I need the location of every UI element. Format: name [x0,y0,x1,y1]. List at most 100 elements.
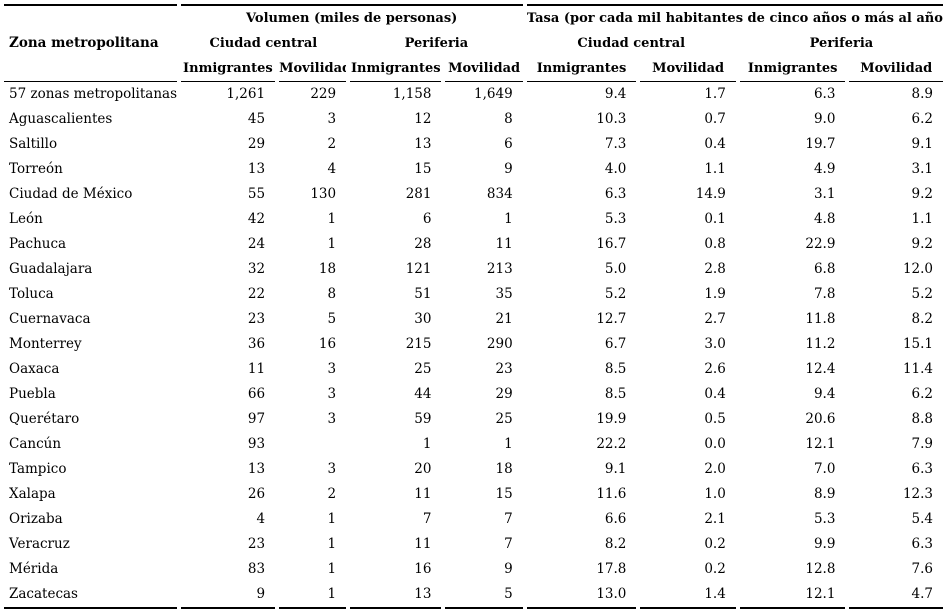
table-row: Pachuca 24 1 28 11 16.7 0.8 22.9 9.2 [4,232,943,257]
value-cell: 9.2 [911,186,933,202]
value-cell: 42 [247,211,266,227]
value-cell: 6 [504,136,513,152]
value-cell: 8.2 [604,536,627,552]
zona-name-cell: Monterrey [9,336,82,352]
zona-name-cell: Oaxaca [9,361,60,377]
zona-name-cell: Cuernavaca [9,311,91,327]
value-cell: 6.7 [604,336,627,352]
value-cell: 1 [327,211,337,227]
value-cell: 23 [247,536,266,552]
table-row: Torreón 13 4 15 9 4.0 1.1 4.9 3.1 [4,157,943,182]
value-cell: 20.6 [805,411,836,427]
group-header-tasa: Tasa (por cada mil habitantes de cinco a… [526,4,943,31]
value-cell: 1.7 [704,86,726,102]
value-cell: 35 [495,286,513,302]
value-cell: 8 [504,111,513,127]
value-cell: 8.5 [604,361,627,377]
value-cell: 10.3 [596,111,627,127]
value-cell: 6.6 [604,511,627,527]
value-cell: 9.1 [911,136,933,152]
value-cell: 9 [504,161,513,177]
value-cell: 23 [247,311,266,327]
value-cell: 5.3 [604,211,627,227]
value-cell: 19.7 [805,136,836,152]
value-cell: 28 [414,236,432,252]
value-cell: 11 [247,361,266,377]
value-cell: 9.2 [911,236,933,252]
table-body: 57 zonas metropolitanas 1,261 229 1,158 1,64… [4,82,943,609]
value-cell: 7.0 [813,461,836,477]
table-row: Cuernavaca 23 5 30 21 12.7 2.7 11.8 8.2 [4,307,943,332]
value-cell: 93 [247,436,266,452]
header-group-row: Zona metropolitana Volumen (miles de per… [4,4,943,82]
value-cell: 3 [327,461,337,477]
value-cell: 1.9 [704,286,726,302]
value-cell: 1 [327,511,337,527]
column-header-inmigrantes: Inmigrantes [180,56,276,82]
value-cell: 0.5 [704,411,726,427]
value-cell: 2.8 [704,261,726,277]
value-cell: 97 [247,411,266,427]
value-cell: 1.0 [704,486,726,502]
value-cell: 9.4 [813,386,836,402]
column-header-movilidad: Movilidad [849,56,943,82]
table-row: Veracruz 23 1 11 7 8.2 0.2 9.9 6.3 [4,532,943,557]
value-cell: 25 [414,361,432,377]
zona-name-cell: Querétaro [9,411,80,427]
zona-name-cell: Ciudad de México [9,186,133,202]
table-row: Saltillo 29 2 13 6 7.3 0.4 19.7 9.1 [4,132,943,157]
value-cell: 2.0 [704,461,726,477]
value-cell: 8.9 [911,86,933,102]
table-row: Tampico 13 3 20 18 9.1 2.0 7.0 6.3 [4,457,943,482]
value-cell: 4.7 [849,582,943,609]
column-header-movilidad: Movilidad [640,56,736,82]
value-cell: 2.7 [704,311,726,327]
table-row: Orizaba 4 1 7 7 6.6 2.1 5.3 5.4 [4,507,943,532]
value-cell [279,432,346,457]
column-header-inmigrantes: Inmigrantes [526,56,637,82]
value-cell: 0.4 [704,386,726,402]
subgroup-header-volumen-periferia: Periferia [404,36,469,51]
value-cell: 11 [414,536,432,552]
value-cell: 1,649 [474,86,513,102]
value-cell: 8 [327,286,337,302]
value-cell: 6.3 [813,86,836,102]
value-cell: 14.9 [695,186,726,202]
value-cell: 1,158 [392,86,432,102]
value-cell: 29 [495,386,513,402]
value-cell: 51 [414,286,432,302]
column-header-inmigrantes: Inmigrantes [739,56,846,82]
value-cell: 15.1 [902,336,933,352]
value-cell: 12.8 [805,561,836,577]
value-cell: 5.4 [911,511,933,527]
value-cell: 26 [247,486,266,502]
value-cell: 4 [256,511,266,527]
value-cell: 213 [486,261,513,277]
value-cell: 12 [414,111,432,127]
value-cell: 22.9 [805,236,836,252]
value-cell: 3.1 [813,186,836,202]
table-row: Mérida 83 1 16 9 17.8 0.2 12.8 7.6 [4,557,943,582]
value-cell: 834 [486,186,513,202]
value-cell: 12.1 [805,436,836,452]
value-cell: 12.7 [596,311,627,327]
table-row: León 42 1 6 1 5.3 0.1 4.8 1.1 [4,207,943,232]
value-cell: 2 [327,486,337,502]
value-cell: 19.9 [596,411,627,427]
group-header-volumen: Volumen (miles de personas) [180,4,523,31]
value-cell: 22 [247,286,266,302]
zona-name-cell: Mérida [9,561,59,577]
value-cell: 7.8 [813,286,836,302]
value-cell: 13.0 [526,582,637,609]
value-cell: 12.4 [805,361,836,377]
value-cell: 11.8 [805,311,836,327]
value-cell: 11.6 [596,486,627,502]
value-cell: 11.4 [902,361,933,377]
value-cell: 44 [414,386,432,402]
value-cell: 12.3 [902,486,933,502]
zona-name-cell: Veracruz [9,536,70,552]
value-cell: 0.2 [704,536,726,552]
zona-name-cell: León [9,211,43,227]
table-row: Monterrey 36 16 215 290 6.7 3.0 11.2 15.1 [4,332,943,357]
value-cell: 6.8 [813,261,836,277]
